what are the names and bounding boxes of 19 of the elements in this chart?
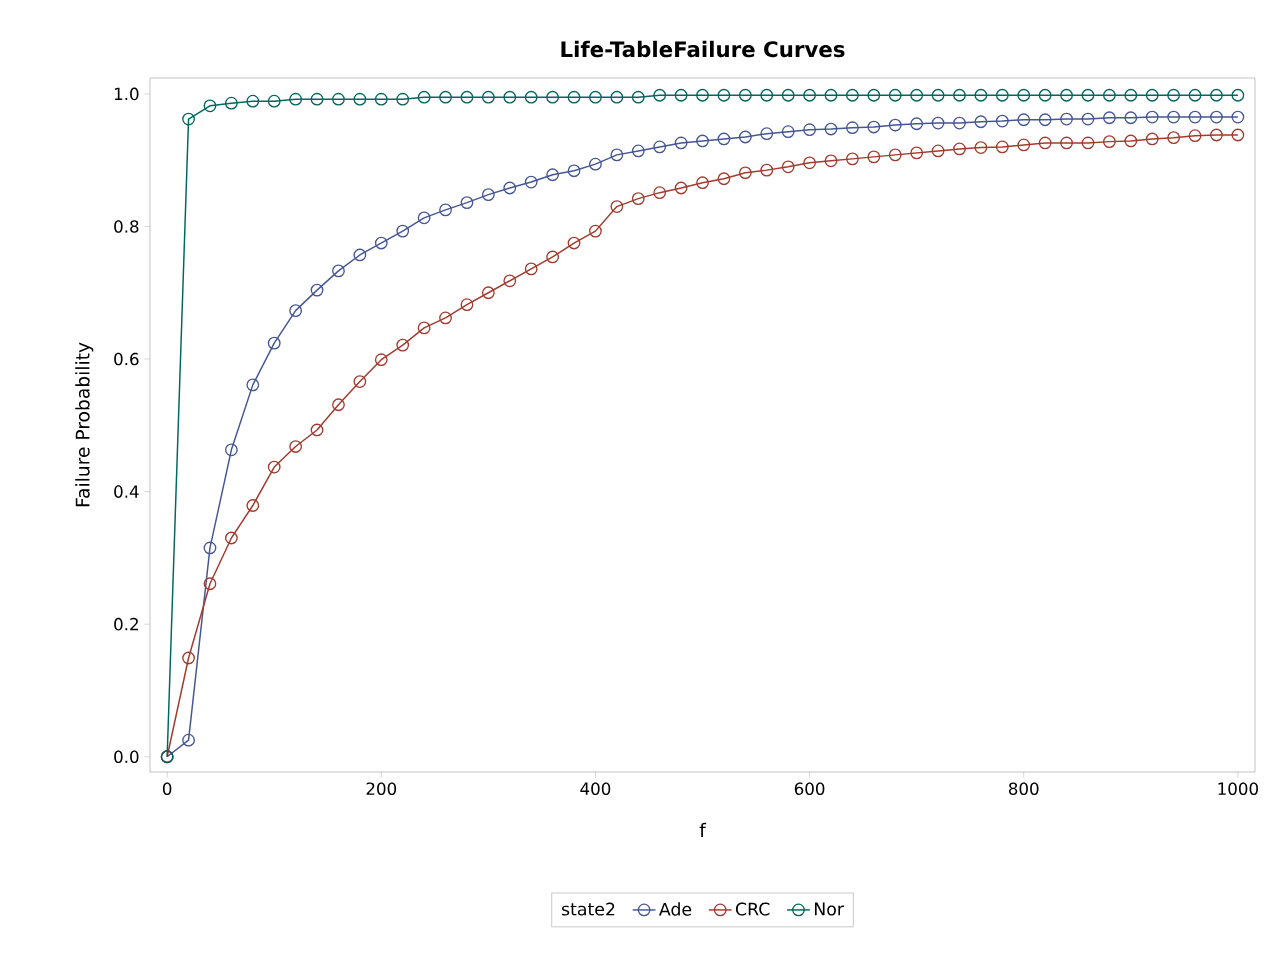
legend-label: Nor — [814, 902, 844, 916]
y-tick-label: 0.4 — [114, 485, 139, 498]
legend-label: CRC — [735, 902, 770, 916]
x-tick-label: 400 — [580, 782, 611, 795]
y-tick-label: 0.6 — [114, 352, 139, 366]
legend-title: state2 — [561, 902, 615, 916]
x-tick-label: 1000 — [1218, 782, 1258, 795]
y-axis-title: Failure Probability — [75, 342, 94, 507]
legend-label: Ade — [659, 902, 692, 916]
x-axis-title: f — [699, 822, 707, 837]
x-tick-label: 200 — [366, 782, 397, 795]
x-tick-label: 600 — [794, 782, 825, 795]
y-tick-label: 1.0 — [114, 87, 139, 101]
chart-title: Life-TableFailure Curves — [561, 40, 845, 58]
x-tick-label: 0 — [162, 782, 172, 795]
x-tick-label: 800 — [1008, 782, 1039, 795]
y-tick-label: 0.2 — [114, 617, 138, 631]
y-tick-label: 0.0 — [114, 750, 139, 764]
y-tick-label: 0.8 — [114, 220, 139, 233]
